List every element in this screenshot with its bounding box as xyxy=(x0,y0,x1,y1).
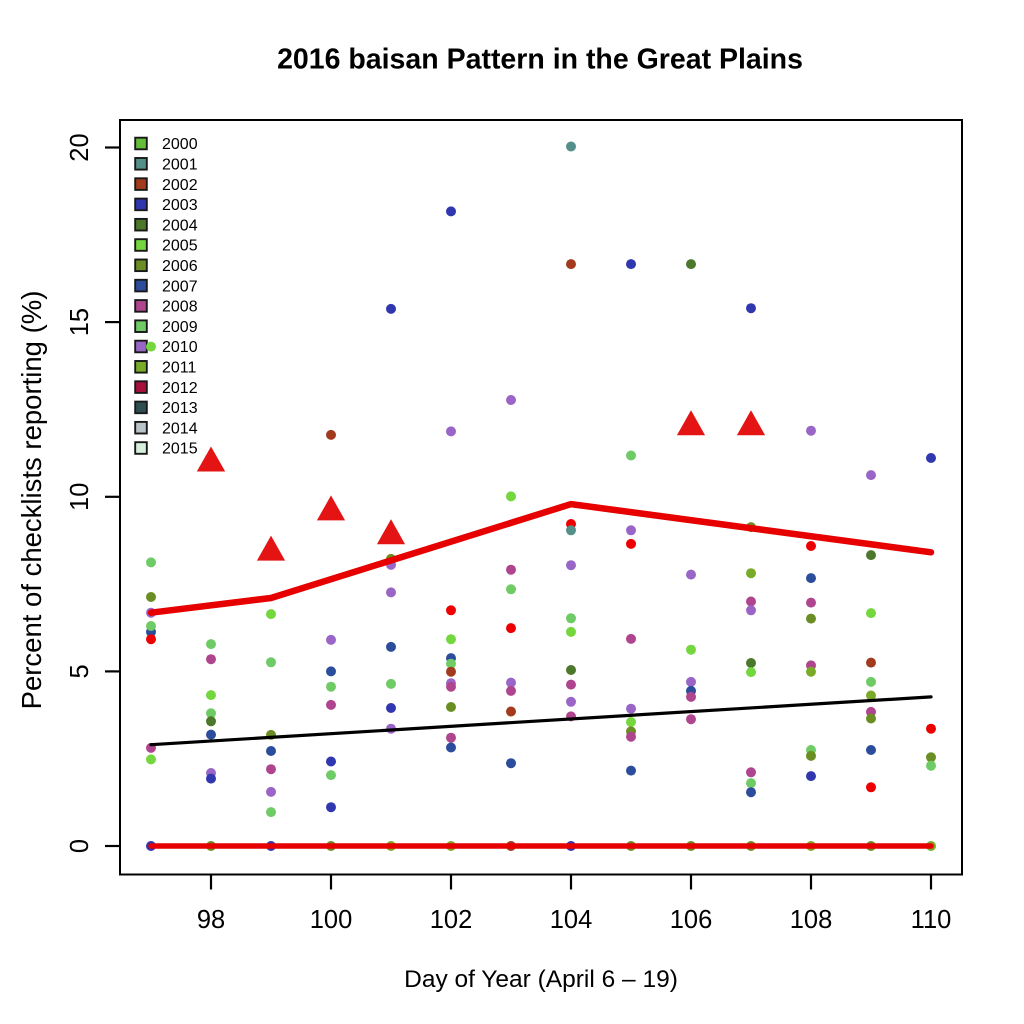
svg-text:Day of Year (April 6 – 19): Day of Year (April 6 – 19) xyxy=(404,966,678,993)
svg-text:100: 100 xyxy=(310,906,353,934)
svg-text:110: 110 xyxy=(911,906,952,934)
svg-text:2010: 2010 xyxy=(162,339,198,356)
svg-text:Percent of checklists reportin: Percent of checklists reporting (%) xyxy=(16,291,47,710)
svg-text:2008: 2008 xyxy=(162,299,198,316)
svg-text:5: 5 xyxy=(66,664,94,678)
svg-text:2012: 2012 xyxy=(162,380,198,397)
svg-text:2000: 2000 xyxy=(162,136,198,153)
svg-text:2001: 2001 xyxy=(162,157,198,174)
svg-text:0: 0 xyxy=(66,839,94,853)
svg-text:2015: 2015 xyxy=(162,441,198,458)
svg-text:2005: 2005 xyxy=(162,238,198,255)
svg-text:2013: 2013 xyxy=(162,400,198,417)
svg-text:2011: 2011 xyxy=(162,360,197,377)
svg-text:2004: 2004 xyxy=(162,217,198,234)
svg-text:104: 104 xyxy=(550,906,593,934)
svg-text:2002: 2002 xyxy=(162,177,198,194)
svg-text:2006: 2006 xyxy=(162,258,198,275)
svg-text:20: 20 xyxy=(66,133,94,161)
svg-text:98: 98 xyxy=(197,906,225,934)
svg-text:2009: 2009 xyxy=(162,319,198,336)
svg-text:2014: 2014 xyxy=(162,420,198,437)
svg-text:15: 15 xyxy=(66,308,94,336)
svg-text:2016 baisan Pattern in the Gre: 2016 baisan Pattern in the Great Plains xyxy=(277,44,803,76)
svg-text:2007: 2007 xyxy=(162,278,198,295)
svg-text:2003: 2003 xyxy=(162,197,198,214)
svg-text:108: 108 xyxy=(790,906,833,934)
svg-text:10: 10 xyxy=(66,483,94,511)
svg-text:106: 106 xyxy=(670,906,713,934)
svg-text:102: 102 xyxy=(430,906,473,934)
